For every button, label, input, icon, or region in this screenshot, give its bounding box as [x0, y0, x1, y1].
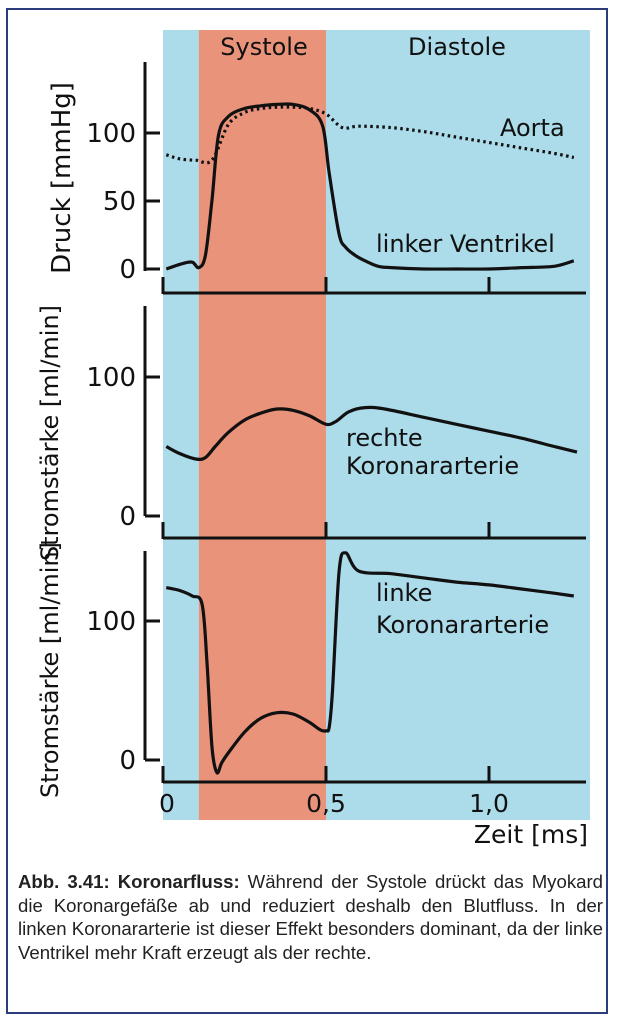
- x-axis-label: Zeit [ms]: [474, 820, 588, 849]
- caption-label: Abb. 3.41: Koronarfluss:: [18, 871, 240, 892]
- systole-label: Systole: [220, 33, 307, 61]
- y-tick-label: 0: [119, 746, 136, 776]
- label-rechte-koronararterie: rechte Koronararterie: [346, 424, 519, 480]
- y-tick-label: 100: [86, 119, 136, 149]
- y-tick-label: 0: [119, 255, 136, 285]
- label-linke-koronararterie: linke Koronararterie: [376, 579, 549, 639]
- pressure-panel: 0 50 100 Druck [mmHg] Aorta linker Ventrik…: [47, 62, 586, 295]
- series-linke-koronararterie-line: [165, 551, 575, 775]
- label-lca-line1: linke: [376, 579, 432, 607]
- label-lca-line2: Koronararterie: [376, 611, 549, 639]
- series-rechte-koronararterie-line: [165, 405, 578, 462]
- systole-band: [198, 30, 326, 820]
- x-tick-label: 0: [159, 789, 175, 818]
- label-rca-line1: rechte: [346, 424, 423, 452]
- right-coronary-panel: 0 100 Stromstärke [ml/min] rechte Koronar…: [36, 305, 586, 561]
- label-aorta: Aorta: [500, 114, 565, 142]
- y-tick-label: 100: [86, 363, 136, 393]
- series-aorta-line: [165, 105, 575, 165]
- y-tick-label: 0: [119, 502, 136, 532]
- label-linker-ventrikel: linker Ventrikel: [376, 230, 555, 258]
- caption-text: Während der Systole drückt das Myokard d…: [18, 871, 603, 963]
- y-tick-label: 50: [103, 187, 136, 217]
- diastole-label: Diastole: [408, 33, 506, 61]
- rca-y-axis-label: Stromstärke [ml/min]: [36, 305, 64, 561]
- series-linker-ventrikel-line: [165, 102, 575, 271]
- lca-y-axis-label: Stromstärke [ml/min]: [36, 542, 64, 798]
- left-coronary-panel: 0 100 Stromstärke [ml/min] linke Koronara…: [36, 542, 588, 849]
- x-tick-label: 0,5: [306, 789, 346, 818]
- label-rca-line2: Koronararterie: [346, 452, 519, 480]
- pressure-y-axis-label: Druck [mmHg]: [47, 82, 77, 274]
- y-tick-label: 100: [86, 607, 136, 637]
- coronary-flow-chart: Systole Diastole 0 50 100 Druck [mmHg] Aor…: [36, 30, 590, 849]
- figure-caption: Abb. 3.41: Koronarfluss: Während der Sys…: [18, 870, 603, 964]
- x-tick-label: 1,0: [469, 789, 509, 818]
